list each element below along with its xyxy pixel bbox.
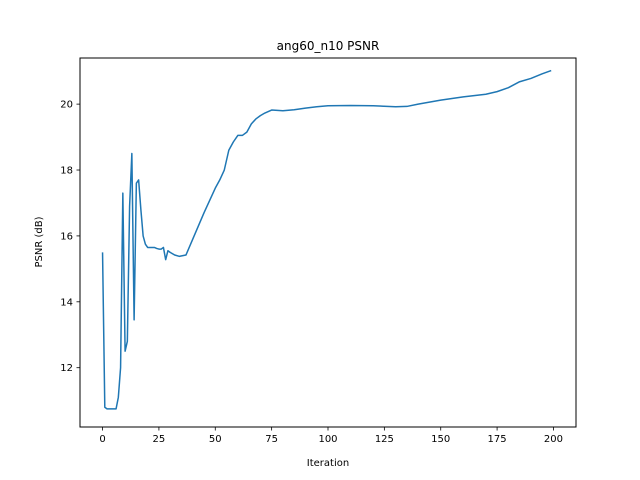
x-tick-label: 0 <box>99 434 105 445</box>
y-tick-label: 20 <box>60 100 73 111</box>
x-axis-label: Iteration <box>307 458 349 469</box>
x-tick-label: 125 <box>375 434 394 445</box>
x-tick-label: 25 <box>153 434 166 445</box>
y-axis-ticks: 12 14 16 18 20 <box>60 100 80 374</box>
x-tick-label: 50 <box>209 434 222 445</box>
y-tick-label: 12 <box>60 363 73 374</box>
y-tick-label: 14 <box>60 297 73 308</box>
x-tick-label: 100 <box>318 434 337 445</box>
y-axis-label: PSNR (dB) <box>34 216 45 267</box>
chart-title: ang60_n10 PSNR <box>277 39 380 53</box>
x-tick-label: 150 <box>431 434 450 445</box>
y-tick-label: 16 <box>60 231 73 242</box>
plot-frame <box>79 57 577 428</box>
x-tick-label: 175 <box>488 434 507 445</box>
y-tick-label: 18 <box>60 166 73 177</box>
plot-area <box>101 69 552 410</box>
x-tick-label: 200 <box>544 434 563 445</box>
series-line-0 <box>101 69 552 410</box>
x-tick-label: 75 <box>265 434 278 445</box>
x-axis-ticks: 0 25 50 75 100 125 150 175 200 <box>99 427 563 445</box>
